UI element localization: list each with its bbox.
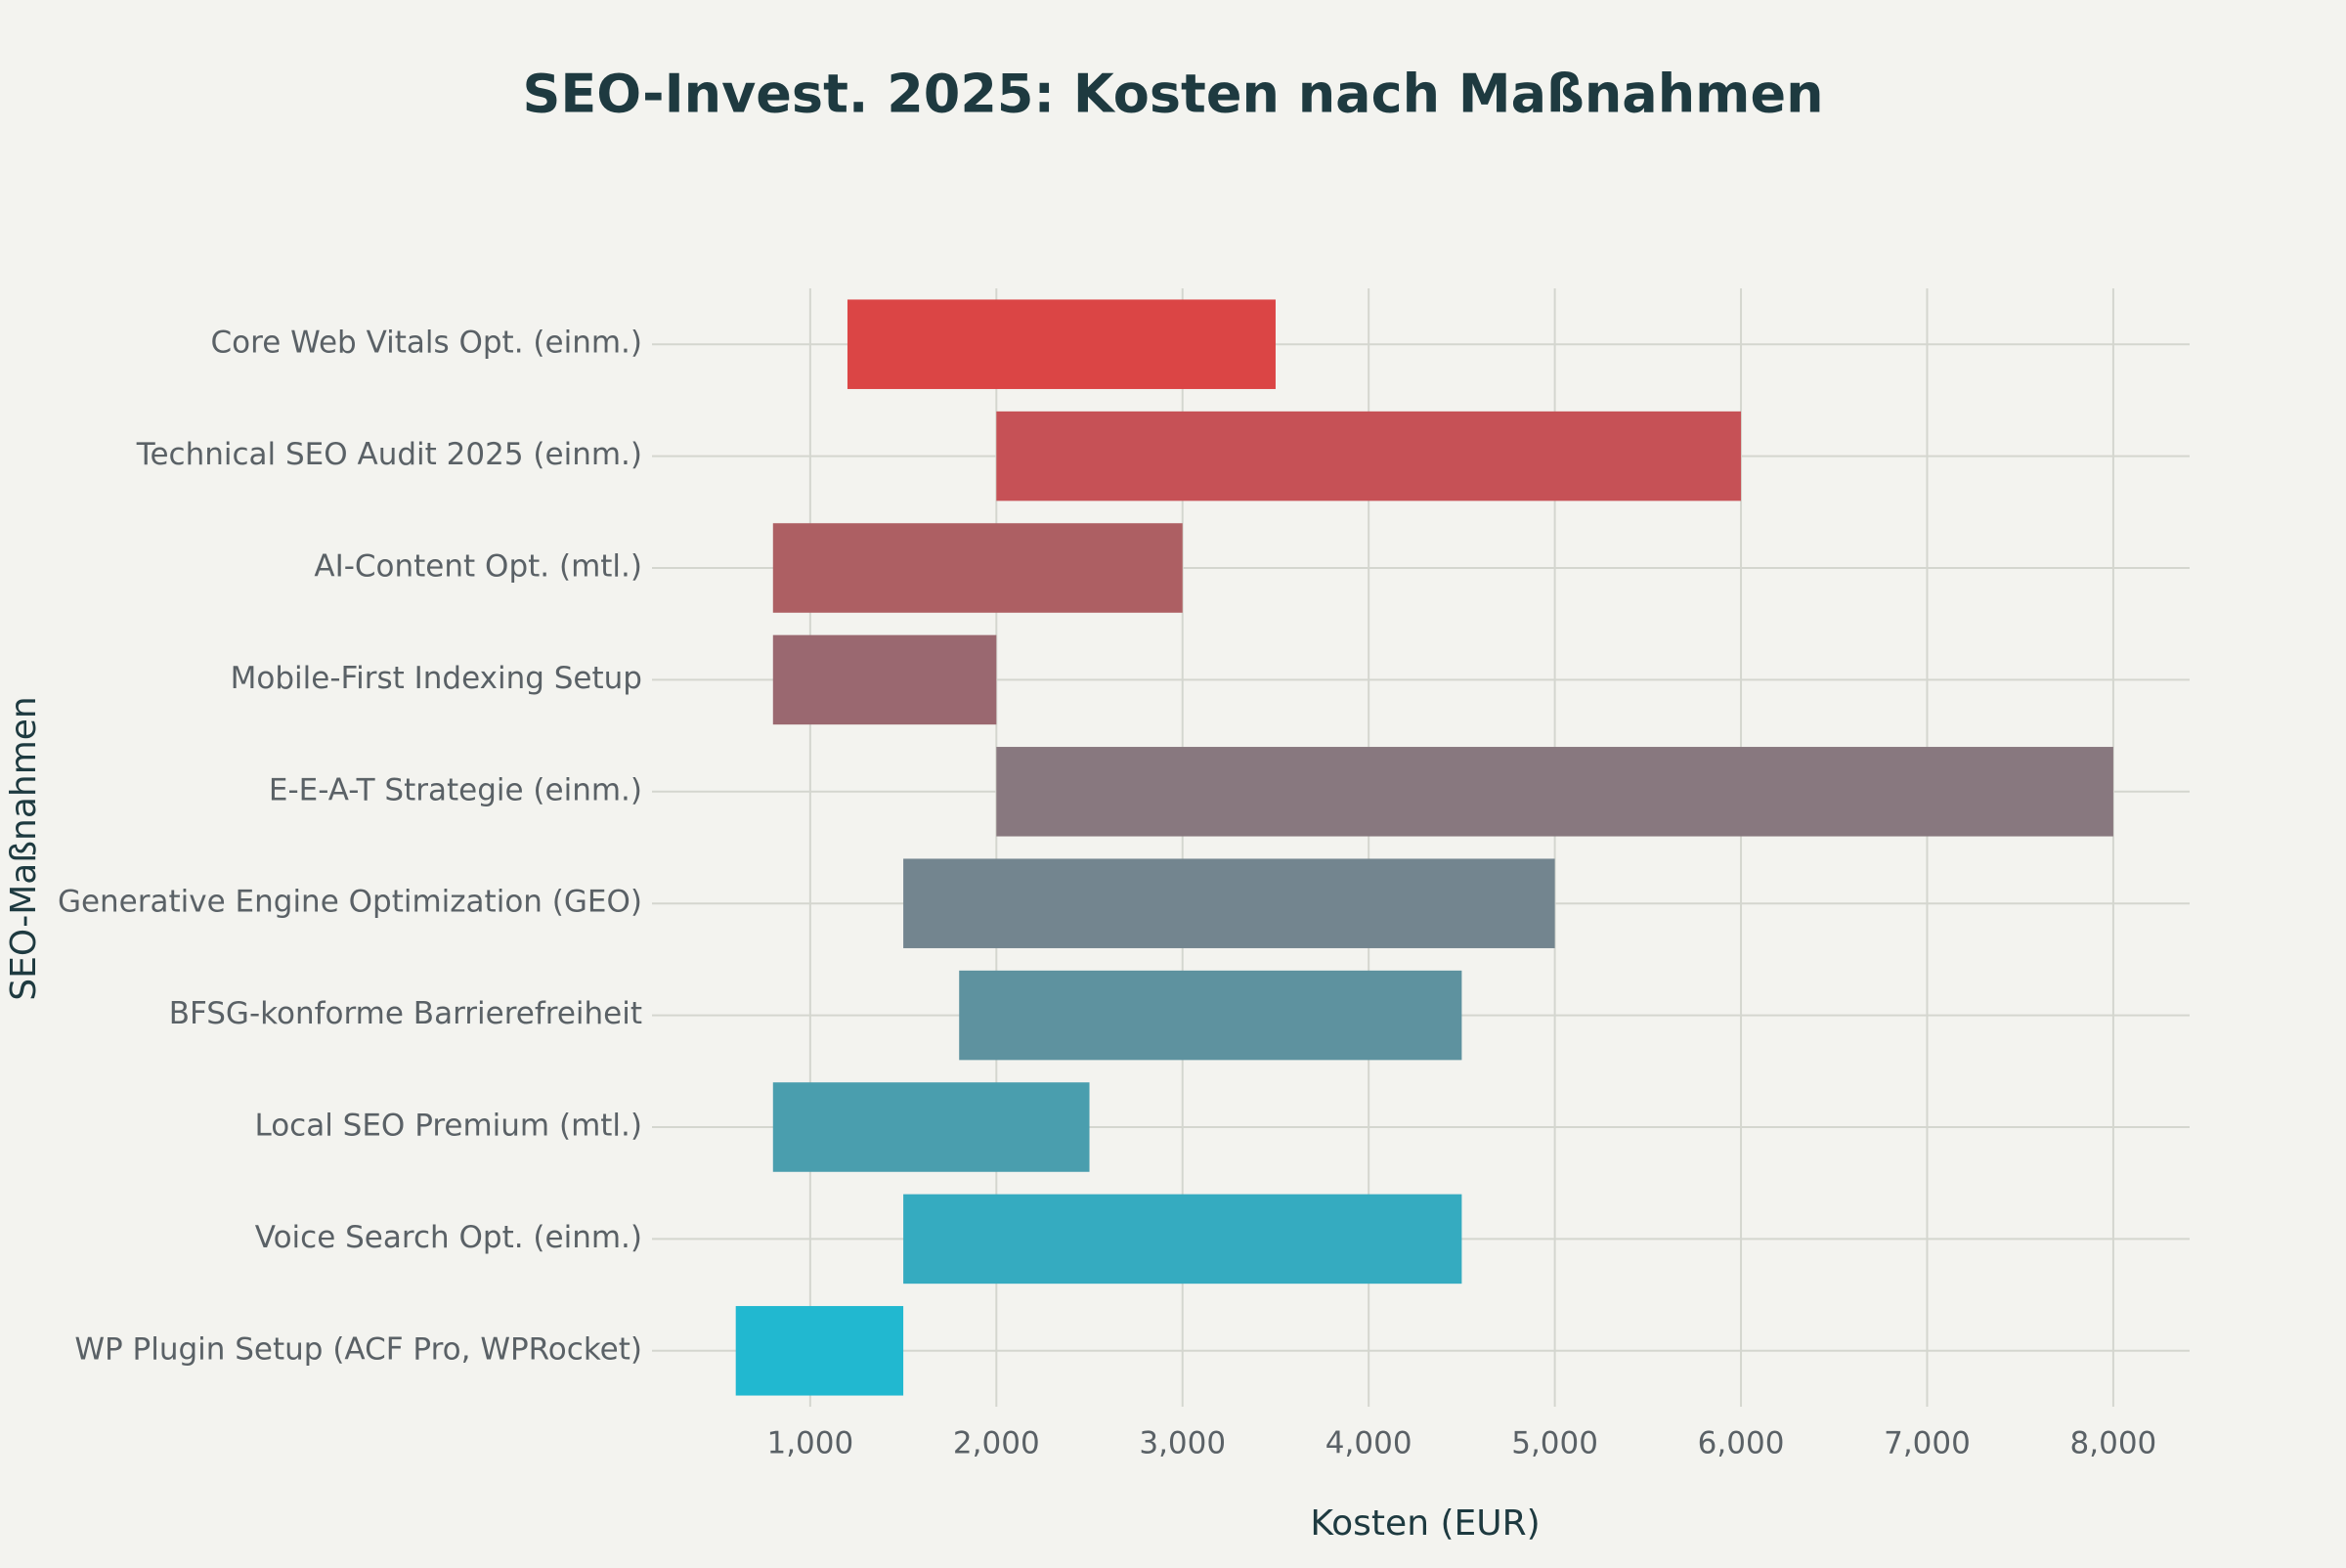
bar bbox=[959, 970, 1462, 1061]
y-tick-label: Technical SEO Audit 2025 (einm.) bbox=[136, 437, 642, 472]
y-tick-label: BFSG-konforme Barrierefreiheit bbox=[169, 996, 642, 1031]
bar bbox=[996, 747, 2113, 837]
bar bbox=[772, 1082, 1090, 1172]
x-tick-label: 7,000 bbox=[1884, 1426, 1971, 1461]
bar bbox=[772, 523, 1183, 613]
x-tick-label: 3,000 bbox=[1139, 1426, 1226, 1461]
bar bbox=[903, 858, 1555, 948]
y-tick-label: Generative Engine Optimization (GEO) bbox=[58, 885, 642, 920]
x-axis-title: Kosten (EUR) bbox=[1310, 1503, 1540, 1544]
chart-title: SEO-Invest. 2025: Kosten nach Maßnahmen bbox=[522, 64, 1823, 125]
x-tick-label: 1,000 bbox=[766, 1426, 853, 1461]
bar bbox=[772, 634, 997, 725]
y-axis-title: SEO-Maßnahmen bbox=[4, 696, 44, 1000]
bar bbox=[996, 411, 1742, 501]
y-tick-label: AI-Content Opt. (mtl.) bbox=[314, 549, 642, 585]
y-tick-label: Core Web Vitals Opt. (einm.) bbox=[211, 326, 642, 361]
bar bbox=[735, 1306, 904, 1396]
x-tick-label: 5,000 bbox=[1511, 1426, 1598, 1461]
y-tick-label: E-E-A-T Strategie (einm.) bbox=[269, 772, 642, 807]
x-tick-label: 8,000 bbox=[2070, 1426, 2157, 1461]
y-tick-label: Local SEO Premium (mtl.) bbox=[254, 1109, 642, 1144]
y-tick-label: Mobile-First Indexing Setup bbox=[231, 661, 642, 696]
bar bbox=[903, 1194, 1462, 1285]
x-tick-label: 4,000 bbox=[1325, 1426, 1412, 1461]
y-tick-label: WP Plugin Setup (ACF Pro, WPRocket) bbox=[74, 1331, 642, 1367]
y-tick-label: Voice Search Opt. (einm.) bbox=[255, 1220, 642, 1255]
x-tick-label: 6,000 bbox=[1698, 1426, 1785, 1461]
x-tick-label: 2,000 bbox=[953, 1426, 1040, 1461]
bar bbox=[847, 299, 1276, 389]
